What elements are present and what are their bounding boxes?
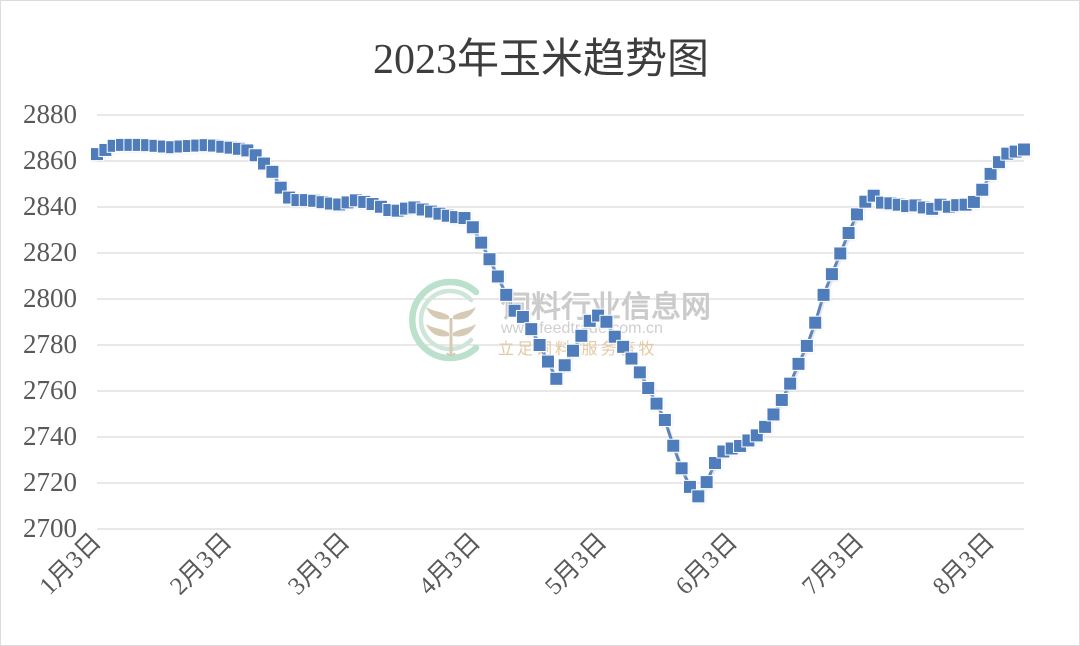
svg-text:8月3日: 8月3日 bbox=[928, 528, 1000, 600]
svg-text:2820: 2820 bbox=[23, 237, 77, 267]
svg-text:3月3日: 3月3日 bbox=[283, 528, 355, 600]
svg-text:2860: 2860 bbox=[23, 145, 77, 175]
svg-text:6月3日: 6月3日 bbox=[671, 528, 743, 600]
svg-text:4月3日: 4月3日 bbox=[414, 528, 486, 600]
svg-text:2720: 2720 bbox=[23, 467, 77, 497]
svg-text:2800: 2800 bbox=[23, 283, 77, 313]
svg-text:5月3日: 5月3日 bbox=[540, 528, 612, 600]
svg-text:2月3日: 2月3日 bbox=[165, 528, 237, 600]
svg-text:7月3日: 7月3日 bbox=[797, 528, 869, 600]
svg-text:2760: 2760 bbox=[23, 375, 77, 405]
svg-text:2780: 2780 bbox=[23, 329, 77, 359]
svg-text:2700: 2700 bbox=[23, 513, 77, 543]
svg-text:2880: 2880 bbox=[23, 99, 77, 129]
svg-text:2740: 2740 bbox=[23, 421, 77, 451]
svg-text:2840: 2840 bbox=[23, 191, 77, 221]
